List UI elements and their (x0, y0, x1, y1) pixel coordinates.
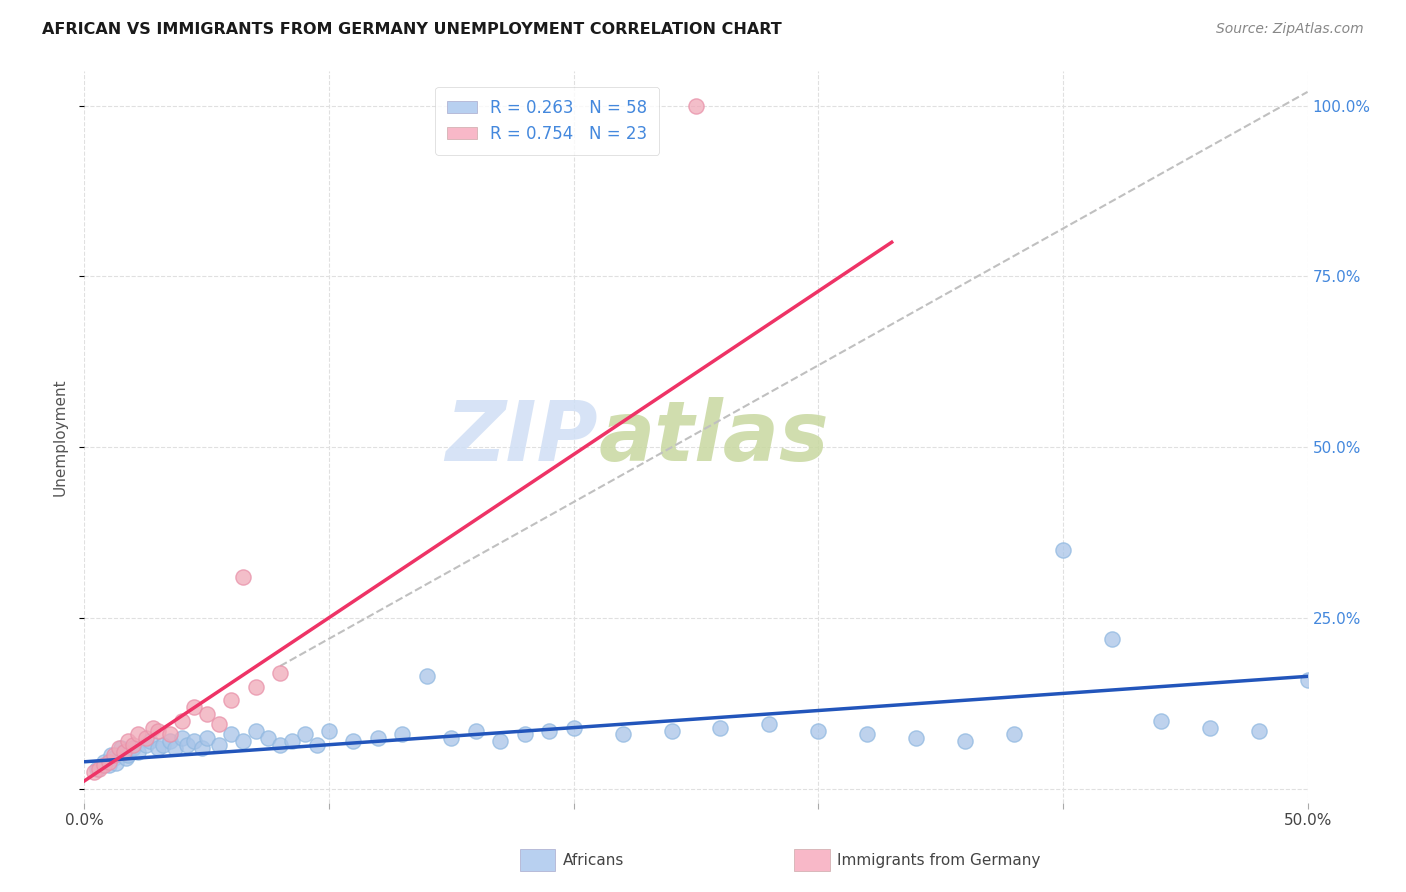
Point (1052, 542, 1074, 557)
Point (176, 738, 198, 752)
Point (513, 727, 536, 741)
Text: atlas: atlas (598, 397, 828, 477)
Point (97, 755, 120, 769)
Point (1101, 632, 1123, 646)
Point (807, 724, 830, 739)
Point (107, 741, 129, 756)
Point (1296, 673, 1319, 687)
Point (489, 734, 512, 748)
Point (127, 727, 149, 741)
Point (440, 731, 463, 745)
Point (87, 762, 110, 776)
Point (86, 762, 108, 776)
Point (146, 724, 169, 739)
Point (294, 727, 316, 741)
Point (117, 747, 139, 762)
Point (281, 734, 304, 748)
Point (269, 665, 291, 680)
Point (159, 727, 181, 741)
Point (1002, 727, 1025, 741)
Text: Immigrants from Germany: Immigrants from Germany (837, 854, 1040, 868)
Point (142, 721, 165, 735)
Point (245, 680, 267, 694)
Point (195, 731, 218, 745)
Point (1198, 721, 1220, 735)
Point (183, 700, 205, 714)
Point (93, 758, 115, 772)
Point (103, 747, 125, 762)
Point (612, 727, 634, 741)
Point (105, 756, 128, 771)
Point (163, 741, 186, 756)
Point (172, 714, 194, 728)
Point (685, 98, 707, 112)
Point (905, 731, 928, 745)
Point (758, 717, 780, 731)
Point (342, 734, 364, 748)
Point (183, 734, 205, 748)
Y-axis label: Unemployment: Unemployment (52, 378, 67, 496)
Point (115, 751, 138, 765)
Point (139, 734, 162, 748)
Point (245, 724, 267, 739)
Point (135, 738, 157, 752)
Text: Africans: Africans (562, 854, 624, 868)
Point (93, 755, 115, 769)
Point (1247, 724, 1270, 739)
Point (122, 741, 145, 756)
Point (661, 724, 683, 739)
Point (159, 734, 181, 748)
Point (103, 751, 125, 765)
Point (856, 727, 879, 741)
Point (152, 738, 174, 752)
Point (195, 706, 218, 721)
Point (1150, 714, 1173, 728)
Legend: R = 0.263   N = 58, R = 0.754   N = 23: R = 0.263 N = 58, R = 0.754 N = 23 (436, 87, 659, 154)
Point (464, 724, 486, 739)
Text: ZIP: ZIP (446, 397, 598, 477)
Point (117, 734, 139, 748)
Point (172, 731, 194, 745)
Point (367, 731, 389, 745)
Point (127, 745, 149, 759)
Point (269, 738, 291, 752)
Text: AFRICAN VS IMMIGRANTS FROM GERMANY UNEMPLOYMENT CORRELATION CHART: AFRICAN VS IMMIGRANTS FROM GERMANY UNEMP… (42, 22, 782, 37)
Point (709, 721, 731, 735)
Point (953, 734, 976, 748)
Point (97, 758, 120, 772)
Point (122, 738, 145, 752)
Point (416, 669, 439, 683)
Point (219, 727, 242, 741)
Point (135, 731, 157, 745)
Point (318, 724, 340, 739)
Point (208, 738, 231, 752)
Point (257, 731, 280, 745)
Point (83, 765, 105, 780)
Point (391, 727, 413, 741)
Point (538, 724, 561, 739)
Point (562, 721, 585, 735)
Point (191, 741, 214, 756)
Text: Source: ZipAtlas.com: Source: ZipAtlas.com (1216, 22, 1364, 37)
Point (305, 738, 328, 752)
Point (112, 745, 135, 759)
Point (146, 741, 169, 756)
Point (232, 734, 254, 748)
Point (208, 717, 231, 731)
Point (112, 745, 135, 759)
Point (232, 570, 254, 584)
Point (110, 741, 132, 756)
Point (100, 747, 122, 762)
Point (219, 693, 242, 707)
